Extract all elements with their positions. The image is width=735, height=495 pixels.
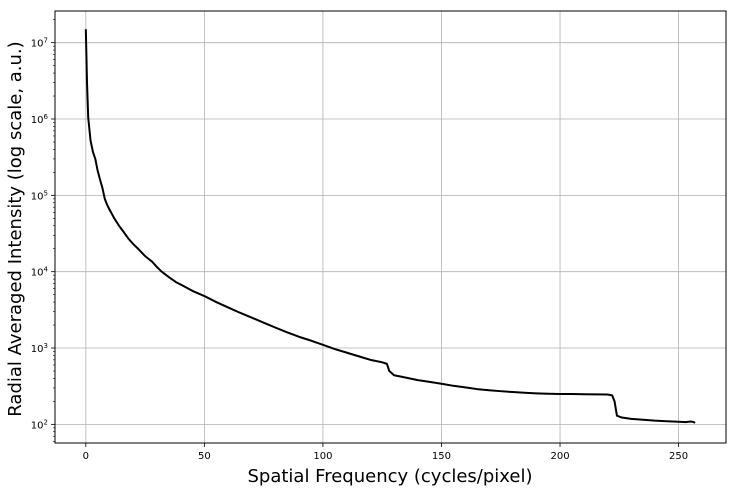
tick-layer: 0 50 100 150 200 250 102 103 104 105 106 107 xyxy=(31,19,688,462)
x-tick-label: 250 xyxy=(669,451,688,462)
x-tick-label: 200 xyxy=(550,451,569,462)
line-layer xyxy=(84,29,696,424)
y-tick-label: 103 xyxy=(31,342,48,355)
y-tick-label: 106 xyxy=(31,113,49,126)
y-tick-label: 105 xyxy=(31,189,48,202)
x-tick-label: 50 xyxy=(198,451,211,462)
y-tick-label: 104 xyxy=(31,266,49,279)
y-axis-title: Radial Averaged Intensity (log scale, a.… xyxy=(5,41,26,416)
y-tick-label: 107 xyxy=(31,37,48,50)
y-tick-label: 102 xyxy=(31,418,48,431)
series-line xyxy=(84,29,696,424)
plot-frame xyxy=(54,10,727,444)
x-tick-label: 150 xyxy=(432,451,451,462)
plot-area xyxy=(55,11,726,443)
x-tick-label: 100 xyxy=(313,451,332,462)
x-axis-title: Spatial Frequency (cycles/pixel) xyxy=(247,466,532,487)
x-tick-label: 0 xyxy=(83,451,89,462)
grid-layer xyxy=(55,11,726,443)
